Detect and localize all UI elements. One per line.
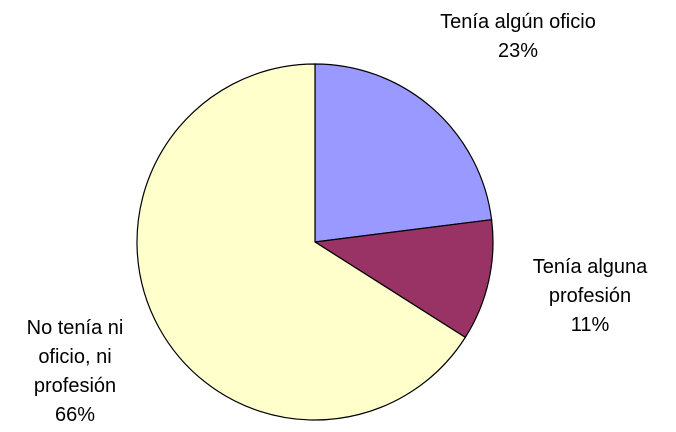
value-label: 23% bbox=[497, 40, 539, 62]
value-label: 11% bbox=[570, 314, 610, 336]
pie-slice bbox=[314, 63, 493, 243]
slice-label: No tenía ni oficio, ni profesión 66% bbox=[0, 314, 150, 430]
slice-label: Tenía algún oficio 23% bbox=[438, 8, 598, 66]
category-label: No tenía ni oficio, ni profesión bbox=[26, 317, 124, 397]
pie-slice bbox=[313, 219, 494, 339]
pie-slice bbox=[136, 63, 467, 421]
slice-label: Tenía alguna profesión 11% bbox=[505, 253, 675, 340]
value-label: 66% bbox=[54, 404, 96, 426]
category-label: Tenía algún oficio bbox=[440, 11, 596, 33]
category-label: Tenía alguna profesión bbox=[532, 256, 648, 307]
